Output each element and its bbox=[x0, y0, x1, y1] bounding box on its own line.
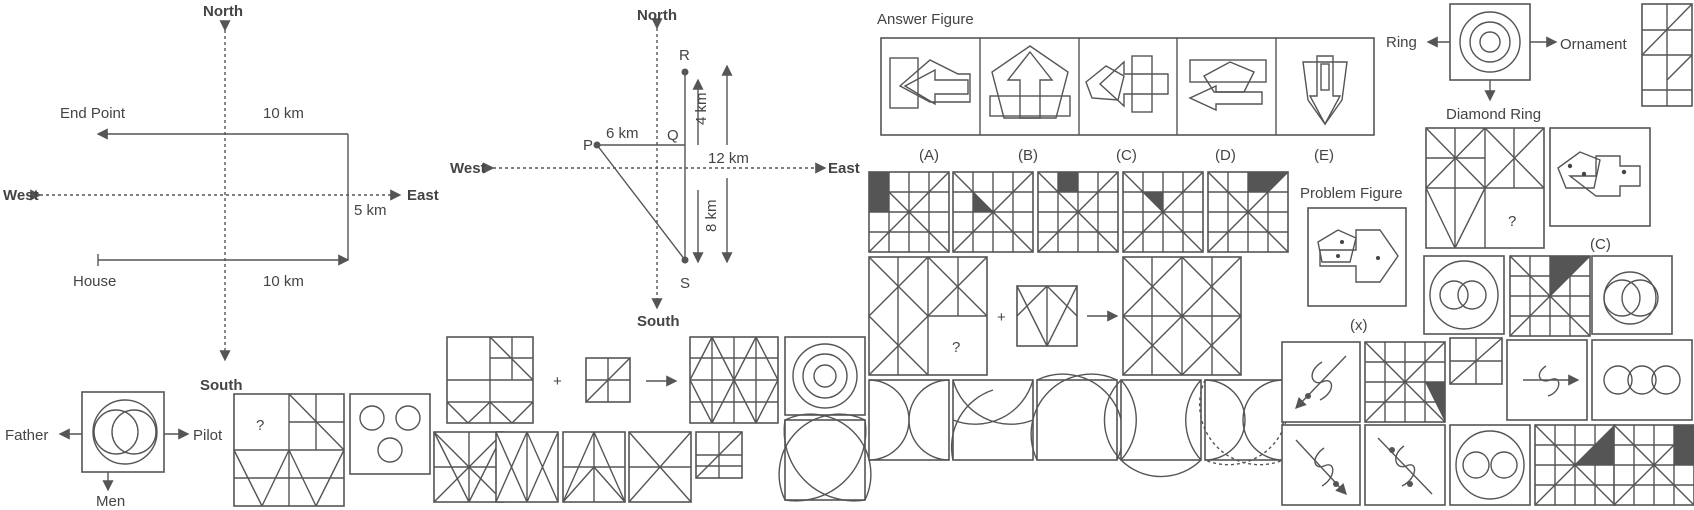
question-mark-2: ? bbox=[952, 339, 960, 356]
symmetry-question-grid: ? bbox=[1425, 127, 1545, 249]
south-label: South bbox=[200, 377, 243, 394]
total-distance: 12 km bbox=[708, 150, 749, 167]
answer-option-d-figure[interactable] bbox=[1188, 59, 1267, 112]
right-bottom-figures bbox=[1281, 337, 1694, 506]
corner-figure bbox=[1641, 3, 1693, 107]
figure-combination: + bbox=[446, 336, 779, 424]
qs-distance: 8 km bbox=[703, 199, 720, 232]
direction-diagram-2: North South West East R S P Q 6 km 12 km… bbox=[450, 7, 860, 330]
end-point-label: End Point bbox=[60, 105, 126, 122]
answer-option-c-figure[interactable] bbox=[1085, 55, 1169, 113]
pq-distance: 6 km bbox=[606, 125, 639, 142]
father-label: Father bbox=[5, 427, 48, 444]
option-c-figure bbox=[1549, 127, 1651, 227]
qr-distance: 4 km bbox=[693, 92, 710, 125]
answer-option-b-figure[interactable] bbox=[989, 45, 1071, 119]
right-mid-row bbox=[1423, 255, 1673, 337]
shaded-square-series bbox=[868, 171, 1289, 253]
bottom-distance-label: 10 km bbox=[263, 273, 304, 290]
diamond-ring-label: Diamond Ring bbox=[1446, 106, 1541, 123]
ring-classification: Ring Ornament Diamond Ring bbox=[1386, 3, 1628, 123]
north-label: North bbox=[203, 3, 243, 20]
option-d-label: (D) bbox=[1215, 147, 1236, 164]
point-q: Q bbox=[667, 127, 679, 144]
pilot-label: Pilot bbox=[193, 427, 223, 444]
option-e-label: (E) bbox=[1314, 147, 1334, 164]
top-distance-label: 10 km bbox=[263, 105, 304, 122]
pattern-completion-grid: ? bbox=[233, 393, 345, 507]
venn-relation: Father Pilot Men bbox=[5, 391, 223, 510]
ring-label: Ring bbox=[1386, 34, 1417, 51]
west-label-2: West bbox=[450, 160, 486, 177]
north-label-2: North bbox=[637, 7, 677, 24]
ornament-label: Ornament bbox=[1560, 36, 1628, 53]
point-s: S bbox=[680, 275, 690, 292]
arc-series bbox=[868, 373, 1290, 478]
point-p: P bbox=[583, 137, 593, 154]
concentric-circles bbox=[778, 336, 872, 502]
option-c-label: (C) bbox=[1116, 147, 1137, 164]
plus-sign: + bbox=[997, 309, 1006, 326]
folding-problem: ? + bbox=[868, 256, 1242, 376]
problem-figure-title: Problem Figure bbox=[1300, 185, 1403, 202]
option-b-label: (B) bbox=[1018, 147, 1038, 164]
east-label: East bbox=[407, 187, 439, 204]
c-label: (C) bbox=[1590, 236, 1611, 253]
option-a-label: (A) bbox=[919, 147, 939, 164]
house-label: House bbox=[73, 273, 116, 290]
direction-diagram-1: North South West East End Point House 10… bbox=[3, 3, 439, 394]
answer-figure: Answer Figure bbox=[877, 11, 1375, 164]
question-mark: ? bbox=[1508, 213, 1516, 230]
problem-figure: Problem Figure bbox=[1300, 185, 1407, 307]
point-r: R bbox=[679, 47, 690, 64]
answer-option-a-figure[interactable] bbox=[889, 57, 971, 109]
x-label: (x) bbox=[1350, 317, 1368, 334]
answer-option-e-figure[interactable] bbox=[1302, 55, 1348, 126]
plus-sign-2: + bbox=[553, 373, 562, 390]
south-label-2: South bbox=[637, 313, 680, 330]
question-mark-3: ? bbox=[256, 417, 264, 434]
west-label: West bbox=[3, 187, 39, 204]
men-label: Men bbox=[96, 493, 125, 510]
three-circles bbox=[349, 393, 431, 475]
east-label-2: East bbox=[828, 160, 860, 177]
side-distance-label: 5 km bbox=[354, 202, 387, 219]
answer-figure-title: Answer Figure bbox=[877, 11, 974, 28]
x-square-series bbox=[433, 431, 743, 503]
